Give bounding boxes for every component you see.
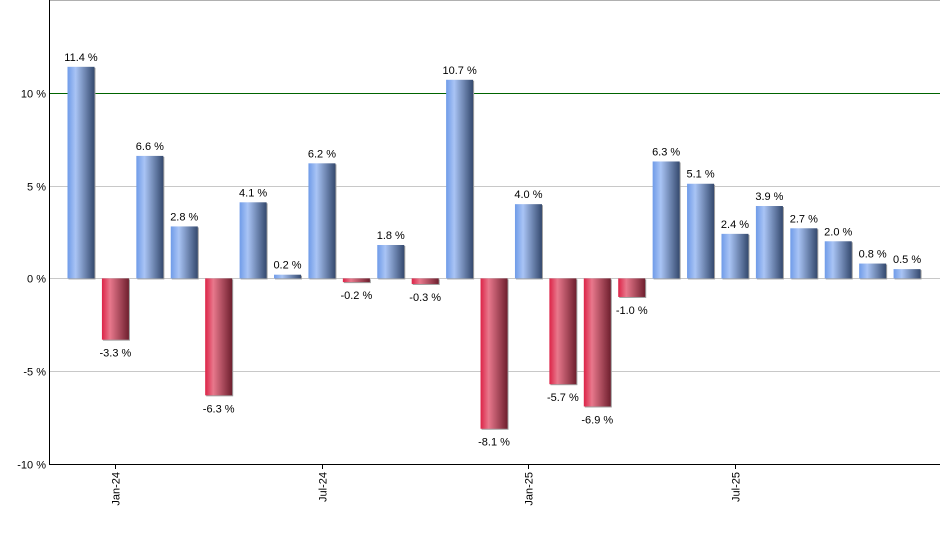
bar (136, 155, 164, 279)
y-tick-label: 0 % (27, 274, 46, 286)
data-label: 2.8 % (170, 211, 198, 223)
bar (824, 241, 852, 279)
y-tick-label: -5 % (23, 367, 46, 379)
data-label: 0.5 % (893, 254, 921, 266)
data-label: 11.4 % (64, 52, 98, 64)
data-label: -5.7 % (547, 392, 579, 404)
data-label: 1.8 % (377, 230, 405, 242)
bar (274, 274, 302, 279)
data-label: 2.4 % (721, 219, 749, 231)
x-tick-label: Jan-25 (524, 472, 536, 506)
y-tick-label: -10 % (17, 460, 46, 472)
data-label: -8.1 % (478, 437, 510, 449)
x-tick-label: Jul-25 (731, 472, 743, 502)
bar (514, 204, 542, 279)
data-label: 2.7 % (790, 213, 818, 225)
y-tick-label: 10 % (21, 89, 46, 101)
bar (239, 202, 267, 279)
data-label: -6.3 % (203, 403, 235, 415)
data-label: 10.7 % (442, 65, 476, 77)
bar (170, 226, 198, 279)
data-label: -0.2 % (340, 290, 372, 302)
data-label: 6.2 % (308, 148, 336, 160)
bar (411, 278, 439, 284)
bar (342, 278, 370, 283)
bar (446, 79, 474, 279)
data-label: 4.1 % (239, 187, 267, 199)
data-label: 6.6 % (136, 141, 164, 153)
bar (893, 269, 921, 279)
bar (67, 66, 95, 279)
bar (618, 278, 646, 297)
bar (205, 278, 233, 396)
bar (859, 263, 887, 279)
data-label: 6.3 % (652, 146, 680, 158)
x-tick-label: Jul-24 (318, 472, 330, 502)
data-label: 3.9 % (755, 191, 783, 203)
data-label: 0.2 % (273, 260, 301, 272)
bar (549, 278, 577, 385)
bar (377, 244, 405, 279)
data-label: 2.0 % (824, 226, 852, 238)
axes: -10 % -5 % 0 % 5 % 10 % Jan-24 Jul-24 Jan-25 Jul… (17, 0, 940, 506)
bar (687, 183, 715, 279)
data-label: -3.3 % (100, 348, 132, 360)
data-label: 4.0 % (514, 189, 542, 201)
data-label: -6.9 % (581, 414, 613, 426)
bar (583, 278, 611, 407)
y-tick-label: 5 % (27, 182, 46, 194)
bar (755, 206, 783, 279)
data-label: -1.0 % (616, 305, 648, 317)
bar (101, 278, 129, 340)
bar (721, 233, 749, 279)
bar (790, 228, 818, 279)
data-label: 5.1 % (686, 169, 714, 181)
data-label: 0.8 % (859, 249, 887, 261)
bar (480, 278, 508, 429)
data-label: -0.3 % (409, 292, 441, 304)
bar (652, 161, 680, 279)
bar (308, 163, 336, 279)
bars: 11.4 % -3.3 % 6.6 % 2.8 % -6.3 % 4.1 % 0.2 % 6.… (64, 52, 922, 449)
x-tick-label: Jan-24 (111, 472, 123, 506)
